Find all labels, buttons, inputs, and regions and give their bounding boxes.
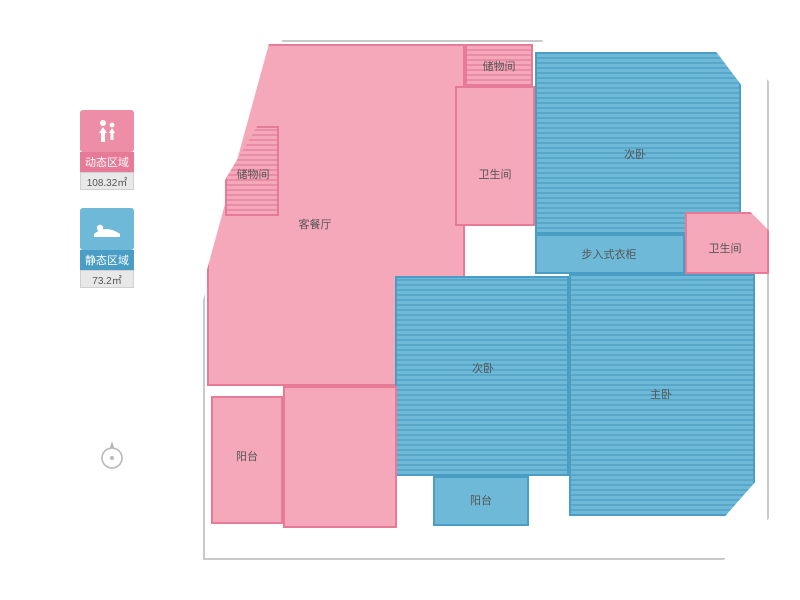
- legend-static-title: 静态区域: [80, 250, 134, 270]
- room-label-sec_bed1: 次卧: [624, 146, 646, 162]
- legend-panel: 动态区域 108.32㎡ 静态区域 73.2㎡: [80, 110, 140, 306]
- legend-dynamic: 动态区域 108.32㎡: [80, 110, 140, 190]
- floorplan-canvas: 客餐厅储物间储物间卫生间次卧步入式衣柜卫生间次卧主卧阳台厨房阳台: [195, 44, 765, 558]
- people-icon: [80, 110, 134, 152]
- room-label-storage2: 储物间: [483, 58, 516, 74]
- room-label-walkin: 步入式衣柜: [582, 246, 637, 262]
- compass-icon: [95, 438, 129, 477]
- room-label-living: 客餐厅: [299, 216, 332, 232]
- room-corridor: [283, 386, 397, 528]
- room-label-bath2: 卫生间: [709, 240, 742, 256]
- room-label-storage1: 储物间: [237, 166, 270, 182]
- room-label-sec_bed2: 次卧: [472, 360, 494, 376]
- room-label-balcony2: 阳台: [470, 492, 492, 508]
- sleep-icon: [80, 208, 134, 250]
- legend-dynamic-value: 108.32㎡: [80, 172, 134, 190]
- room-sec_bed1: [535, 52, 741, 234]
- legend-static: 静态区域 73.2㎡: [80, 208, 140, 288]
- room-bath1: [455, 86, 535, 226]
- legend-dynamic-title: 动态区域: [80, 152, 134, 172]
- room-label-master: 主卧: [650, 386, 672, 402]
- room-label-bath1: 卫生间: [479, 166, 512, 182]
- room-label-balcony1: 阳台: [236, 448, 258, 464]
- legend-static-value: 73.2㎡: [80, 270, 134, 288]
- room-sec_bed2: [395, 276, 569, 476]
